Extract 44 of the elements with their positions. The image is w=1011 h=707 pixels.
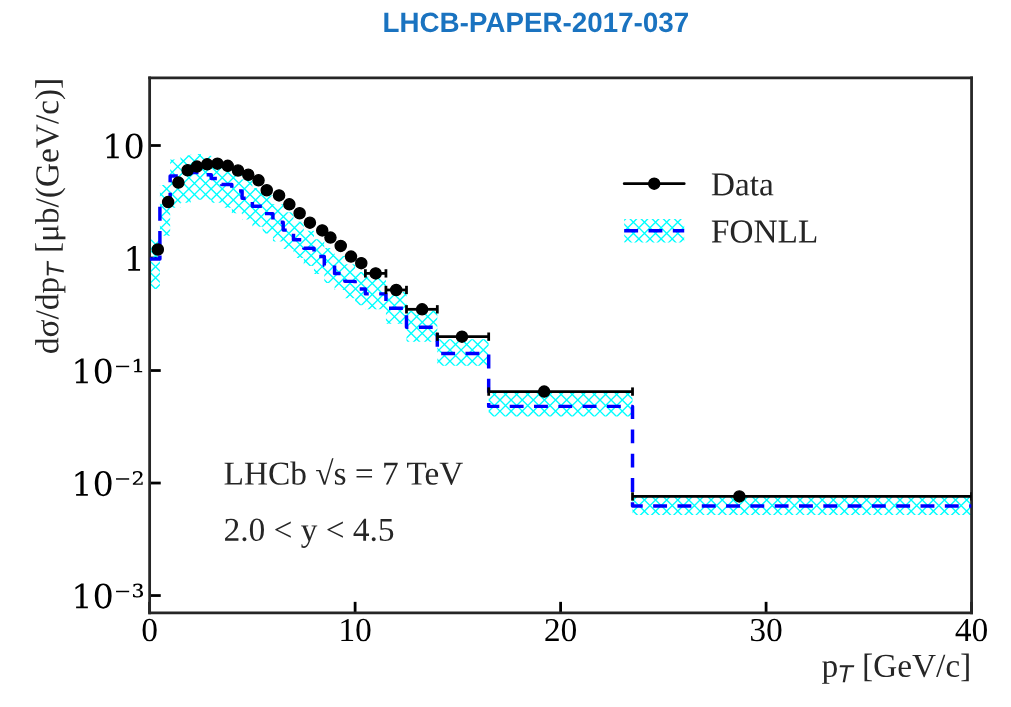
- annotation: 2.0 < y < 4.5: [225, 518, 394, 548]
- y-tick-label: 10⁻¹: [75, 358, 143, 384]
- point: [315, 224, 329, 237]
- x-axis-title: p$_{T}$ [GeV/c]: [822, 653, 969, 684]
- point: [389, 283, 403, 297]
- y-tick-label: 10⁻³: [75, 583, 144, 609]
- point: [190, 160, 204, 173]
- point: [355, 256, 368, 270]
- annotation: LHCb √s = 7 TeV: [224, 458, 463, 486]
- y-tick-label: 10: [106, 133, 143, 159]
- point: [151, 243, 165, 256]
- y-tick-label: 10⁻²: [75, 470, 143, 497]
- x-tick-label: 10: [341, 618, 371, 642]
- point: [293, 206, 306, 220]
- point: [272, 189, 286, 202]
- legend-label: Data: [711, 173, 774, 196]
- point: [260, 184, 274, 197]
- chart-title: LHCB-PAPER-2017-037: [384, 12, 688, 33]
- legend-label: FONLL: [711, 220, 817, 243]
- point: [221, 159, 234, 173]
- point: [369, 267, 382, 280]
- x-tick-label: 40: [955, 618, 987, 642]
- y-tick-label: 1: [127, 245, 141, 271]
- point: [181, 163, 194, 177]
- point: [172, 176, 185, 189]
- point: [161, 195, 175, 209]
- point: [334, 239, 347, 253]
- point: [211, 157, 224, 170]
- point: [242, 168, 255, 181]
- point: [283, 198, 296, 211]
- x-tick-label: 0: [142, 618, 157, 642]
- point: [537, 385, 551, 398]
- point: [200, 158, 214, 171]
- point: [252, 174, 265, 187]
- point: [231, 164, 245, 177]
- point: [733, 490, 746, 503]
- x-tick-label: 30: [751, 618, 782, 642]
- point: [303, 216, 317, 229]
- point: [455, 330, 469, 343]
- point: [324, 231, 337, 244]
- x-tick-label: 20: [545, 618, 576, 642]
- y-axis-title: dσ/dp$_{T}$ [μb/(GeV/c)]: [35, 80, 66, 353]
- point: [344, 250, 358, 263]
- point: [415, 303, 429, 316]
